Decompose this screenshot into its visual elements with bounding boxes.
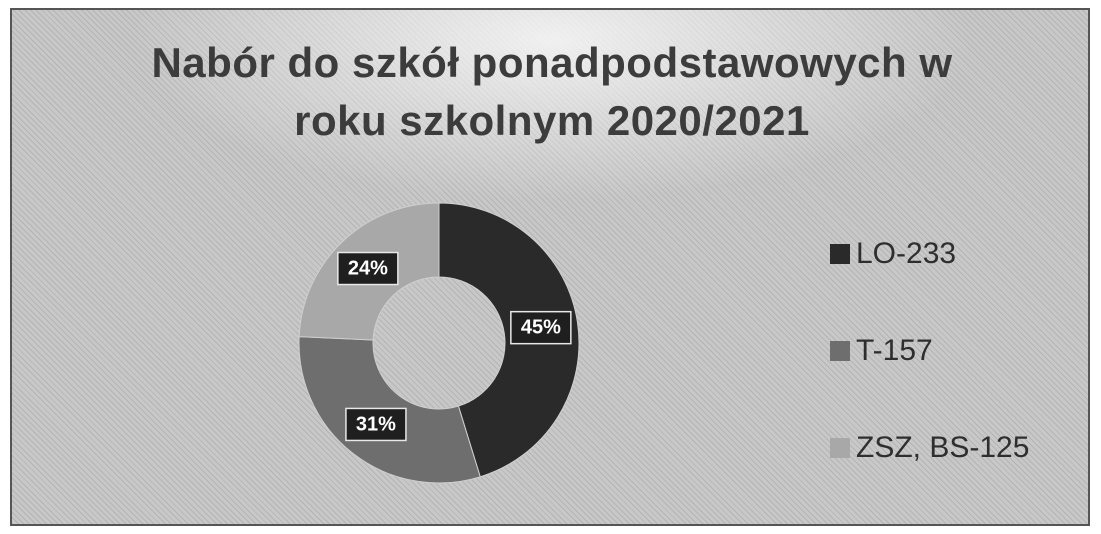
legend-label-t: T-157 (856, 334, 933, 367)
chart-area: Nabór do szkół ponadpodstawowych w roku … (10, 8, 1090, 526)
data-label-text-t: 31% (356, 413, 396, 435)
data-label-t: 31% (345, 407, 407, 442)
legend-item-zsz: ZSZ, BS-125 (830, 426, 1080, 470)
chart-legend: LO-233 T-157 ZSZ, BS-125 (830, 232, 1080, 523)
legend-swatch-t (830, 341, 850, 361)
data-label-zsz: 24% (337, 251, 399, 286)
legend-item-t: T-157 (830, 329, 1080, 373)
data-label-lo: 45% (510, 310, 572, 345)
donut-chart: 45% 31% 24% (298, 202, 580, 484)
legend-swatch-zsz (830, 438, 850, 458)
legend-swatch-lo (830, 244, 850, 264)
legend-label-lo: LO-233 (856, 237, 957, 270)
donut-slice-lo (438, 202, 580, 478)
data-label-text-lo: 45% (521, 317, 561, 339)
chart-title-line-2: roku szkolnym 2020/2021 (294, 97, 810, 144)
data-label-text-zsz: 24% (348, 258, 388, 280)
legend-item-lo: LO-233 (830, 232, 1080, 276)
data-label-box-zsz (337, 251, 399, 286)
data-label-box-t (345, 407, 407, 442)
legend-label-zsz: ZSZ, BS-125 (856, 431, 1030, 464)
chart-title: Nabór do szkół ponadpodstawowych w roku … (12, 34, 1088, 150)
chart-title-line-1: Nabór do szkół ponadpodstawowych w (151, 39, 953, 86)
data-label-box-lo (510, 310, 572, 345)
